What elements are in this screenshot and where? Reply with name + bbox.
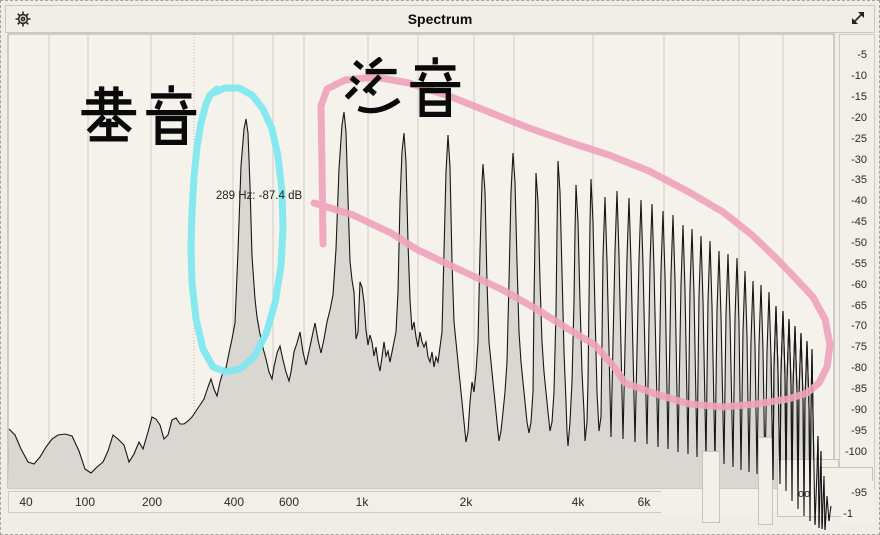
frequency-readout: 289 Hz: -87.4 dB xyxy=(215,190,303,202)
resize-icon[interactable] xyxy=(850,10,866,26)
title-bar: Spectrum xyxy=(5,5,875,33)
glitch-fragment xyxy=(702,451,720,523)
y-axis xyxy=(839,34,875,490)
stale-axis-label: -95 xyxy=(851,487,867,499)
stale-axis-label: -1 xyxy=(843,508,853,520)
glitch-fragment xyxy=(758,437,773,525)
stale-axis-label: oo xyxy=(798,488,811,500)
glitch-fragment xyxy=(841,481,874,523)
gear-icon[interactable] xyxy=(14,10,32,28)
window-title: Spectrum xyxy=(407,11,473,27)
